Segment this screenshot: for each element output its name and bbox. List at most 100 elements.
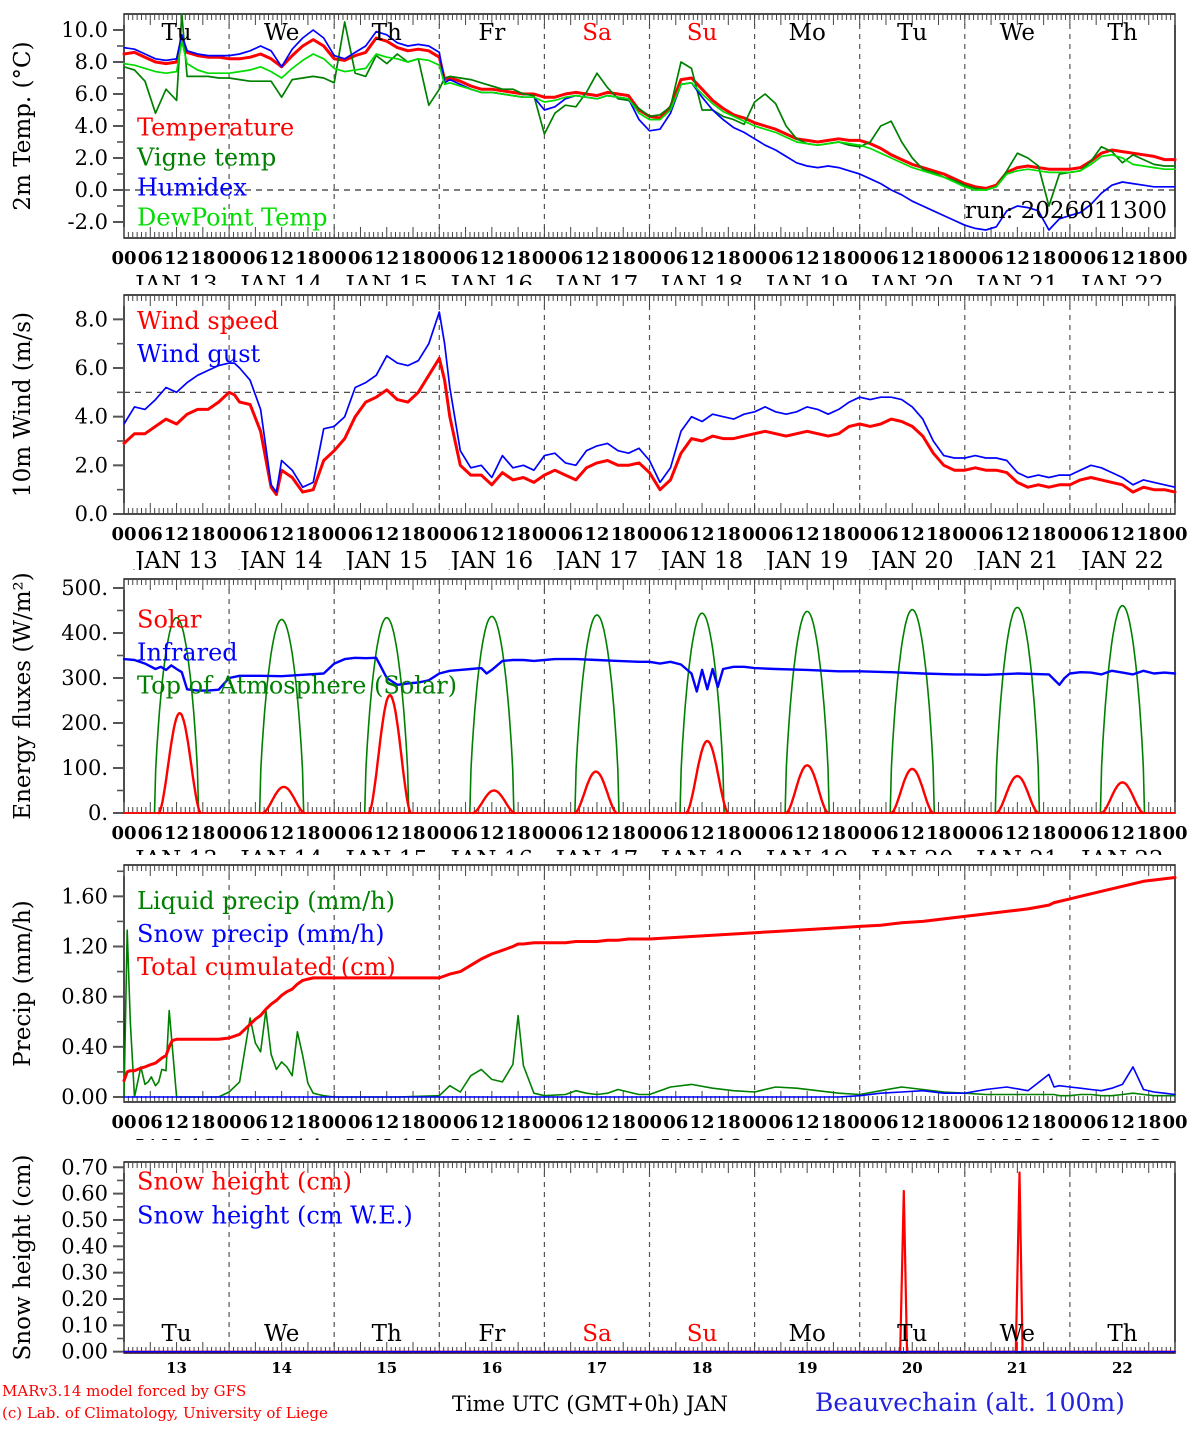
hour-tick-label: 18 xyxy=(506,823,531,844)
hour-tick-label: 18 xyxy=(611,1112,636,1133)
series-solar xyxy=(471,789,516,815)
legend-entry: Humidex xyxy=(137,174,247,202)
hour-tick-label: 06 xyxy=(979,524,1004,545)
day-name-label: Sa xyxy=(582,20,612,46)
hour-tick-label: 00 xyxy=(532,823,557,844)
hour-tick-label: 00 xyxy=(952,248,977,269)
legend-entry: Top of Atmosphere (Solar) xyxy=(137,672,457,700)
y-tick-label: 200. xyxy=(61,711,108,735)
hour-tick-label: 06 xyxy=(768,524,793,545)
hour-tick-label: 06 xyxy=(138,248,163,269)
date-label: JAN 13 xyxy=(133,548,218,570)
date-label: JAN 16 xyxy=(449,1136,534,1140)
y-tick-label: 1.60 xyxy=(61,884,108,908)
panel-energy-fluxes: 500. 400. 300. 200. 100. 0. Energy fluxes (W/m… xyxy=(0,570,1194,855)
hour-tick-label: 12 xyxy=(164,823,189,844)
hour-tick-label: 00 xyxy=(427,823,452,844)
hour-tick-label: 12 xyxy=(1110,248,1135,269)
day-name-label: Tu xyxy=(897,20,927,46)
hour-tick-label: 00 xyxy=(637,823,662,844)
y-tick-label: 0.0 xyxy=(75,178,108,202)
series-snow-precip-mm-h- xyxy=(123,1066,1176,1098)
date-label: JAN 15 xyxy=(343,548,428,570)
hour-tick-label: 12 xyxy=(269,823,294,844)
date-label: JAN 22 xyxy=(1079,272,1164,285)
series-wind-speed xyxy=(122,356,1177,496)
energy-fluxes-plot: 500. 400. 300. 200. 100. 0. Energy fluxes (W/m… xyxy=(10,572,1188,855)
hour-tick-label: 06 xyxy=(873,823,898,844)
hour-tick-label: 12 xyxy=(690,823,715,844)
y-tick-label: 0.60 xyxy=(61,1182,108,1206)
date-label: JAN 18 xyxy=(659,847,744,855)
y-tick-label: 10.0 xyxy=(61,18,108,42)
hour-tick-label: 18 xyxy=(1031,248,1056,269)
day-name-label: Tu xyxy=(897,1321,927,1347)
hour-tick-label: 18 xyxy=(821,524,846,545)
hour-tick-label: 06 xyxy=(348,1112,373,1133)
date-label: JAN 22 xyxy=(1079,1136,1164,1140)
legend-entry: Wind speed xyxy=(137,307,279,335)
hour-tick-label: 00 xyxy=(532,248,557,269)
hour-tick-label: 00 xyxy=(742,823,767,844)
date-label: JAN 15 xyxy=(343,272,428,285)
hour-tick-label: 00 xyxy=(637,524,662,545)
date-label: JAN 22 xyxy=(1079,548,1164,570)
hour-tick-label: 12 xyxy=(690,248,715,269)
date-label: JAN 19 xyxy=(764,548,849,570)
day-number-label: 13 xyxy=(166,1359,187,1377)
hour-tick-label: 12 xyxy=(690,1112,715,1133)
legend-entry: DewPoint Temp xyxy=(137,204,328,232)
y-tick-label: 0.00 xyxy=(61,1340,108,1364)
date-label: JAN 17 xyxy=(554,847,639,855)
date-label: JAN 22 xyxy=(1079,847,1164,855)
day-name-label: Fr xyxy=(478,20,505,46)
hour-tick-label: 06 xyxy=(558,823,583,844)
date-label: JAN 14 xyxy=(238,548,323,570)
panel-precip: 1.60 1.20 0.80 0.40 0.00 Precip (mm/h) Liquid … xyxy=(0,855,1194,1140)
y-tick-label: 500. xyxy=(61,576,108,600)
series-dewpoint-temp xyxy=(123,40,1176,191)
hour-tick-label: 00 xyxy=(427,1112,452,1133)
hour-tick-label: 18 xyxy=(611,823,636,844)
hour-tick-label: 06 xyxy=(138,1112,163,1133)
y-tick-label: 0.40 xyxy=(61,1035,108,1059)
day-name-label: Th xyxy=(372,20,402,46)
footer-model-credit-line1: MARv3.14 model forced by GFS xyxy=(2,1382,247,1400)
date-label: JAN 21 xyxy=(974,272,1059,285)
hour-tick-label: 00 xyxy=(1162,823,1187,844)
hour-tick-label: 00 xyxy=(111,1112,136,1133)
hour-tick-label: 12 xyxy=(795,248,820,269)
y-tick-label: 8.0 xyxy=(75,50,108,74)
date-label: JAN 13 xyxy=(133,272,218,285)
hour-tick-label: 12 xyxy=(795,1112,820,1133)
footer-model-credit-line2: (c) Lab. of Climatology, University of L… xyxy=(2,1404,328,1422)
footer-station-label: Beauvechain (alt. 100m) xyxy=(815,1388,1125,1417)
hour-tick-label: 06 xyxy=(1084,1112,1109,1133)
hour-tick-label: 18 xyxy=(1136,248,1161,269)
hour-tick-label: 12 xyxy=(1110,1112,1135,1133)
date-label: JAN 15 xyxy=(343,847,428,855)
hour-tick-label: 06 xyxy=(243,1112,268,1133)
hour-tick-label: 12 xyxy=(164,524,189,545)
wind-plot: 8.0 6.0 4.0 2.0 0.0 10m Wind (m/s) Wind speed W… xyxy=(10,294,1188,570)
legend-entry: Total cumulated (cm) xyxy=(137,953,396,981)
hour-tick-label: 06 xyxy=(453,1112,478,1133)
panel-temperature: 10.0 8.0 6.0 4.0 2.0 0.0 -2.0 2m Temp. (°C) Temp… xyxy=(0,0,1194,285)
date-label: JAN 21 xyxy=(974,548,1059,570)
hour-tick-label: 12 xyxy=(269,1112,294,1133)
hour-tick-label: 18 xyxy=(400,248,425,269)
date-label: JAN 20 xyxy=(869,272,954,285)
date-label: JAN 21 xyxy=(974,847,1059,855)
hour-tick-label: 00 xyxy=(322,524,347,545)
y-tick-label: 0.00 xyxy=(61,1085,108,1109)
hour-tick-label: 00 xyxy=(1057,524,1082,545)
y-tick-label: 100. xyxy=(61,756,108,780)
date-label: JAN 13 xyxy=(133,1136,218,1140)
date-label: JAN 19 xyxy=(764,272,849,285)
hour-tick-label: 06 xyxy=(453,823,478,844)
hour-tick-label: 18 xyxy=(716,823,741,844)
date-label: JAN 17 xyxy=(554,1136,639,1140)
hour-tick-label: 12 xyxy=(1005,1112,1030,1133)
hour-tick-label: 06 xyxy=(663,1112,688,1133)
legend-entry: Vigne temp xyxy=(136,144,276,172)
